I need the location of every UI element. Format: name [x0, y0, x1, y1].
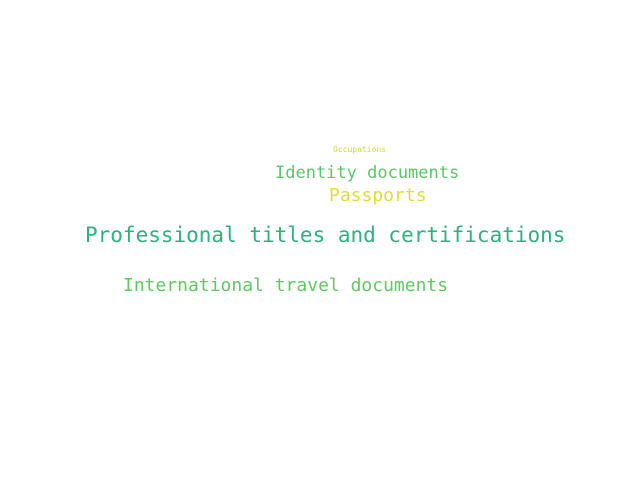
word-professional-titles-and-certifications: Professional titles and certifications — [85, 223, 566, 247]
word-identity-documents: Identity documents — [275, 163, 460, 183]
word-passports: Passports — [329, 185, 427, 206]
word-international-travel-documents: International travel documents — [123, 275, 449, 296]
word-occupations: Occupations — [333, 145, 386, 154]
